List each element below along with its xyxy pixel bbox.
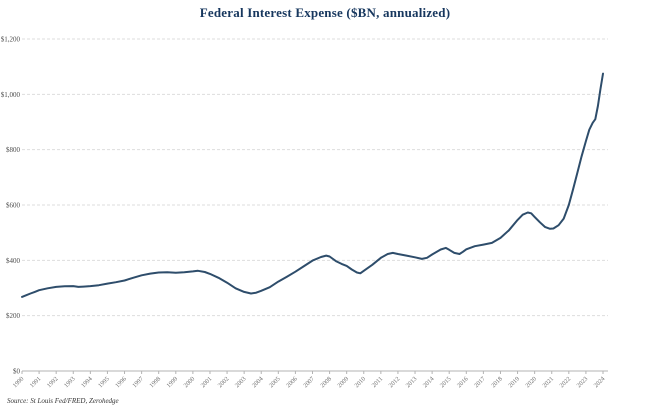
x-axis-label: 2013 — [405, 375, 419, 389]
x-axis-label: 2022 — [558, 375, 572, 389]
chart-title: Federal Interest Expense ($BN, annualize… — [199, 5, 451, 20]
x-axis-label: 2005 — [268, 375, 282, 389]
x-axis-label: 2015 — [439, 375, 453, 389]
x-axis-label: 2020 — [524, 375, 538, 389]
y-axis-label: $600 — [6, 202, 21, 210]
x-axis-label: 1996 — [114, 375, 128, 389]
data-line — [21, 72, 604, 298]
x-axis-label: 2012 — [388, 375, 402, 389]
x-axis-label: 2010 — [353, 375, 367, 389]
x-axis-label: 1998 — [148, 375, 162, 389]
x-axis-label: 2018 — [490, 375, 504, 389]
x-axis-label: 2021 — [541, 375, 555, 389]
x-axis-label: 2016 — [456, 375, 470, 389]
x-axis-label: 2007 — [302, 375, 316, 389]
y-axis-label: $0 — [13, 368, 21, 376]
y-axis-label: $200 — [6, 312, 21, 320]
x-axis-label: 1994 — [80, 375, 94, 389]
x-axis-label: 1993 — [63, 375, 77, 389]
y-axis-label: $1,000 — [1, 91, 21, 99]
x-axis-label: 2024 — [593, 375, 607, 389]
y-axis-label: $400 — [6, 257, 21, 265]
x-axis-label: 2011 — [371, 375, 385, 389]
x-axis-label: 1995 — [97, 375, 111, 389]
x-axis-label: 2003 — [234, 375, 248, 389]
x-axis-label: 1992 — [46, 375, 60, 389]
x-axis-label: 2009 — [336, 375, 350, 389]
source-note: Source: St Louis Fed/FRED, Zerohedge — [7, 397, 119, 405]
x-axis-label: 2000 — [182, 375, 196, 389]
x-axis-label: 2023 — [575, 375, 589, 389]
x-axis-label: 1997 — [131, 375, 145, 389]
y-axis-label: $1,200 — [1, 36, 21, 44]
x-axis-label: 2002 — [217, 375, 231, 389]
x-axis-label: 2001 — [200, 375, 214, 389]
x-axis-label: 2004 — [251, 375, 265, 389]
y-axis-label: $800 — [6, 146, 21, 154]
x-axis-label: 2014 — [422, 375, 436, 389]
x-axis-label: 2008 — [319, 375, 333, 389]
x-axis-label: 1991 — [29, 375, 43, 389]
x-axis-label: 2019 — [507, 375, 521, 389]
x-axis-label: 1999 — [165, 375, 179, 389]
x-axis-label: 1990 — [12, 375, 26, 389]
x-axis-label: 2017 — [473, 375, 487, 389]
x-axis-label: 2006 — [285, 375, 299, 389]
